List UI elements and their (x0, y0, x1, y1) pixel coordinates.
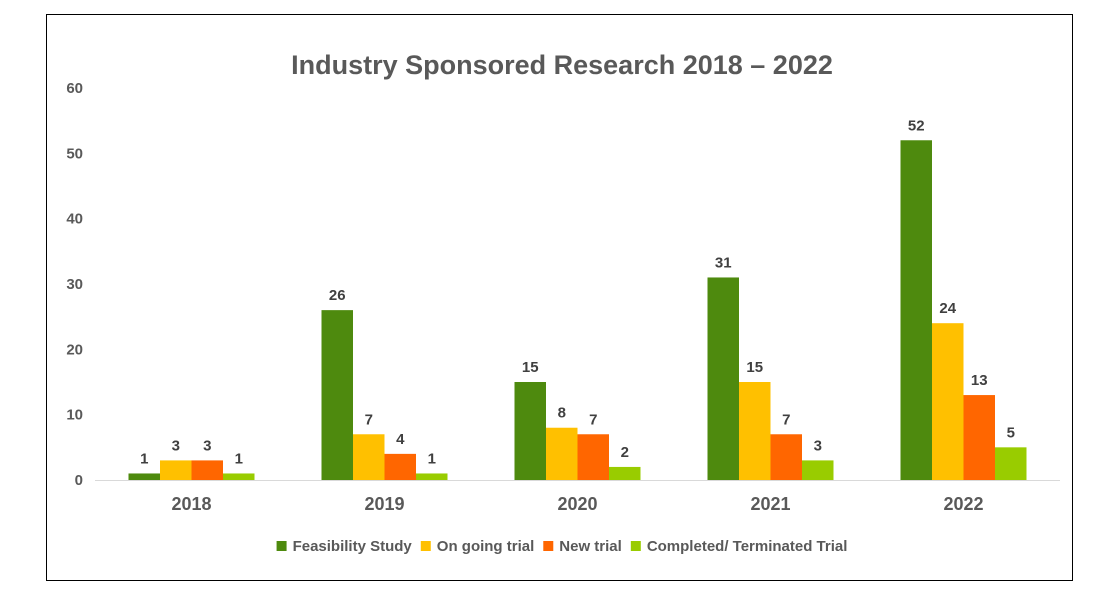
data-label: 15 (746, 359, 763, 376)
data-label: 26 (329, 287, 346, 304)
legend-swatch (543, 541, 554, 551)
chart-title: Industry Sponsored Research 2018 – 2022 (291, 50, 833, 80)
y-tick-label: 40 (66, 211, 83, 228)
legend-item: Feasibility Study (276, 538, 413, 555)
data-label: 1 (428, 450, 436, 467)
data-label: 3 (814, 437, 822, 454)
data-label: 8 (558, 405, 566, 422)
bar (739, 382, 771, 480)
x-tick-label: 2019 (364, 494, 404, 514)
bar (770, 434, 802, 480)
bar (577, 434, 609, 480)
data-label: 24 (939, 300, 956, 317)
data-label: 31 (715, 254, 732, 271)
bar (900, 140, 932, 480)
data-label: 2 (621, 444, 629, 461)
data-label: 5 (1007, 424, 1015, 441)
x-tick-label: 2018 (171, 494, 211, 514)
data-label: 13 (971, 372, 988, 389)
data-label: 7 (589, 411, 597, 428)
legend-swatch (420, 541, 431, 551)
bar (546, 427, 578, 480)
x-tick-label: 2022 (943, 494, 983, 514)
bar (321, 310, 353, 480)
legend-label: On going trial (437, 538, 535, 555)
legend-label: Feasibility Study (293, 538, 413, 555)
data-label: 7 (365, 411, 373, 428)
bar (995, 447, 1027, 480)
bar (514, 382, 546, 480)
legend: Feasibility Study On going trial New trial… (276, 538, 848, 555)
legend-label: New trial (559, 538, 622, 555)
data-label: 3 (203, 437, 211, 454)
legend-swatch (630, 541, 641, 551)
x-tick-label: 2020 (557, 494, 597, 514)
y-tick-label: 10 (66, 407, 83, 424)
bar (128, 473, 160, 480)
bar (963, 395, 995, 480)
bar (802, 460, 834, 480)
bar (191, 460, 223, 480)
legend-item: New trial (543, 538, 622, 555)
y-axis: 0 10 20 30 40 50 60 (66, 80, 83, 489)
legend-item: On going trial (420, 538, 535, 555)
bar (416, 473, 448, 480)
bar (932, 323, 964, 480)
x-tick-label: 2021 (750, 494, 790, 514)
data-label: 1 (140, 450, 148, 467)
data-label: 15 (522, 359, 539, 376)
legend-item: Completed/ Terminated Trial (630, 538, 848, 555)
bar (160, 460, 192, 480)
x-axis: 2018 2019 2020 2021 2022 (95, 480, 1060, 514)
legend-swatch (276, 541, 287, 551)
legend-label: Completed/ Terminated Trial (647, 538, 848, 555)
bar (707, 277, 739, 480)
y-tick-label: 0 (75, 472, 83, 489)
data-label: 4 (396, 431, 405, 448)
bar (353, 434, 385, 480)
y-tick-label: 20 (66, 341, 83, 358)
bar (384, 453, 416, 480)
y-tick-label: 30 (66, 276, 83, 293)
bar (609, 466, 641, 480)
data-label: 7 (782, 411, 790, 428)
y-tick-label: 50 (66, 145, 83, 162)
y-tick-label: 60 (66, 80, 83, 97)
data-label: 3 (172, 437, 180, 454)
data-label: 52 (908, 117, 925, 134)
bar (223, 473, 255, 480)
data-label: 1 (235, 450, 243, 467)
